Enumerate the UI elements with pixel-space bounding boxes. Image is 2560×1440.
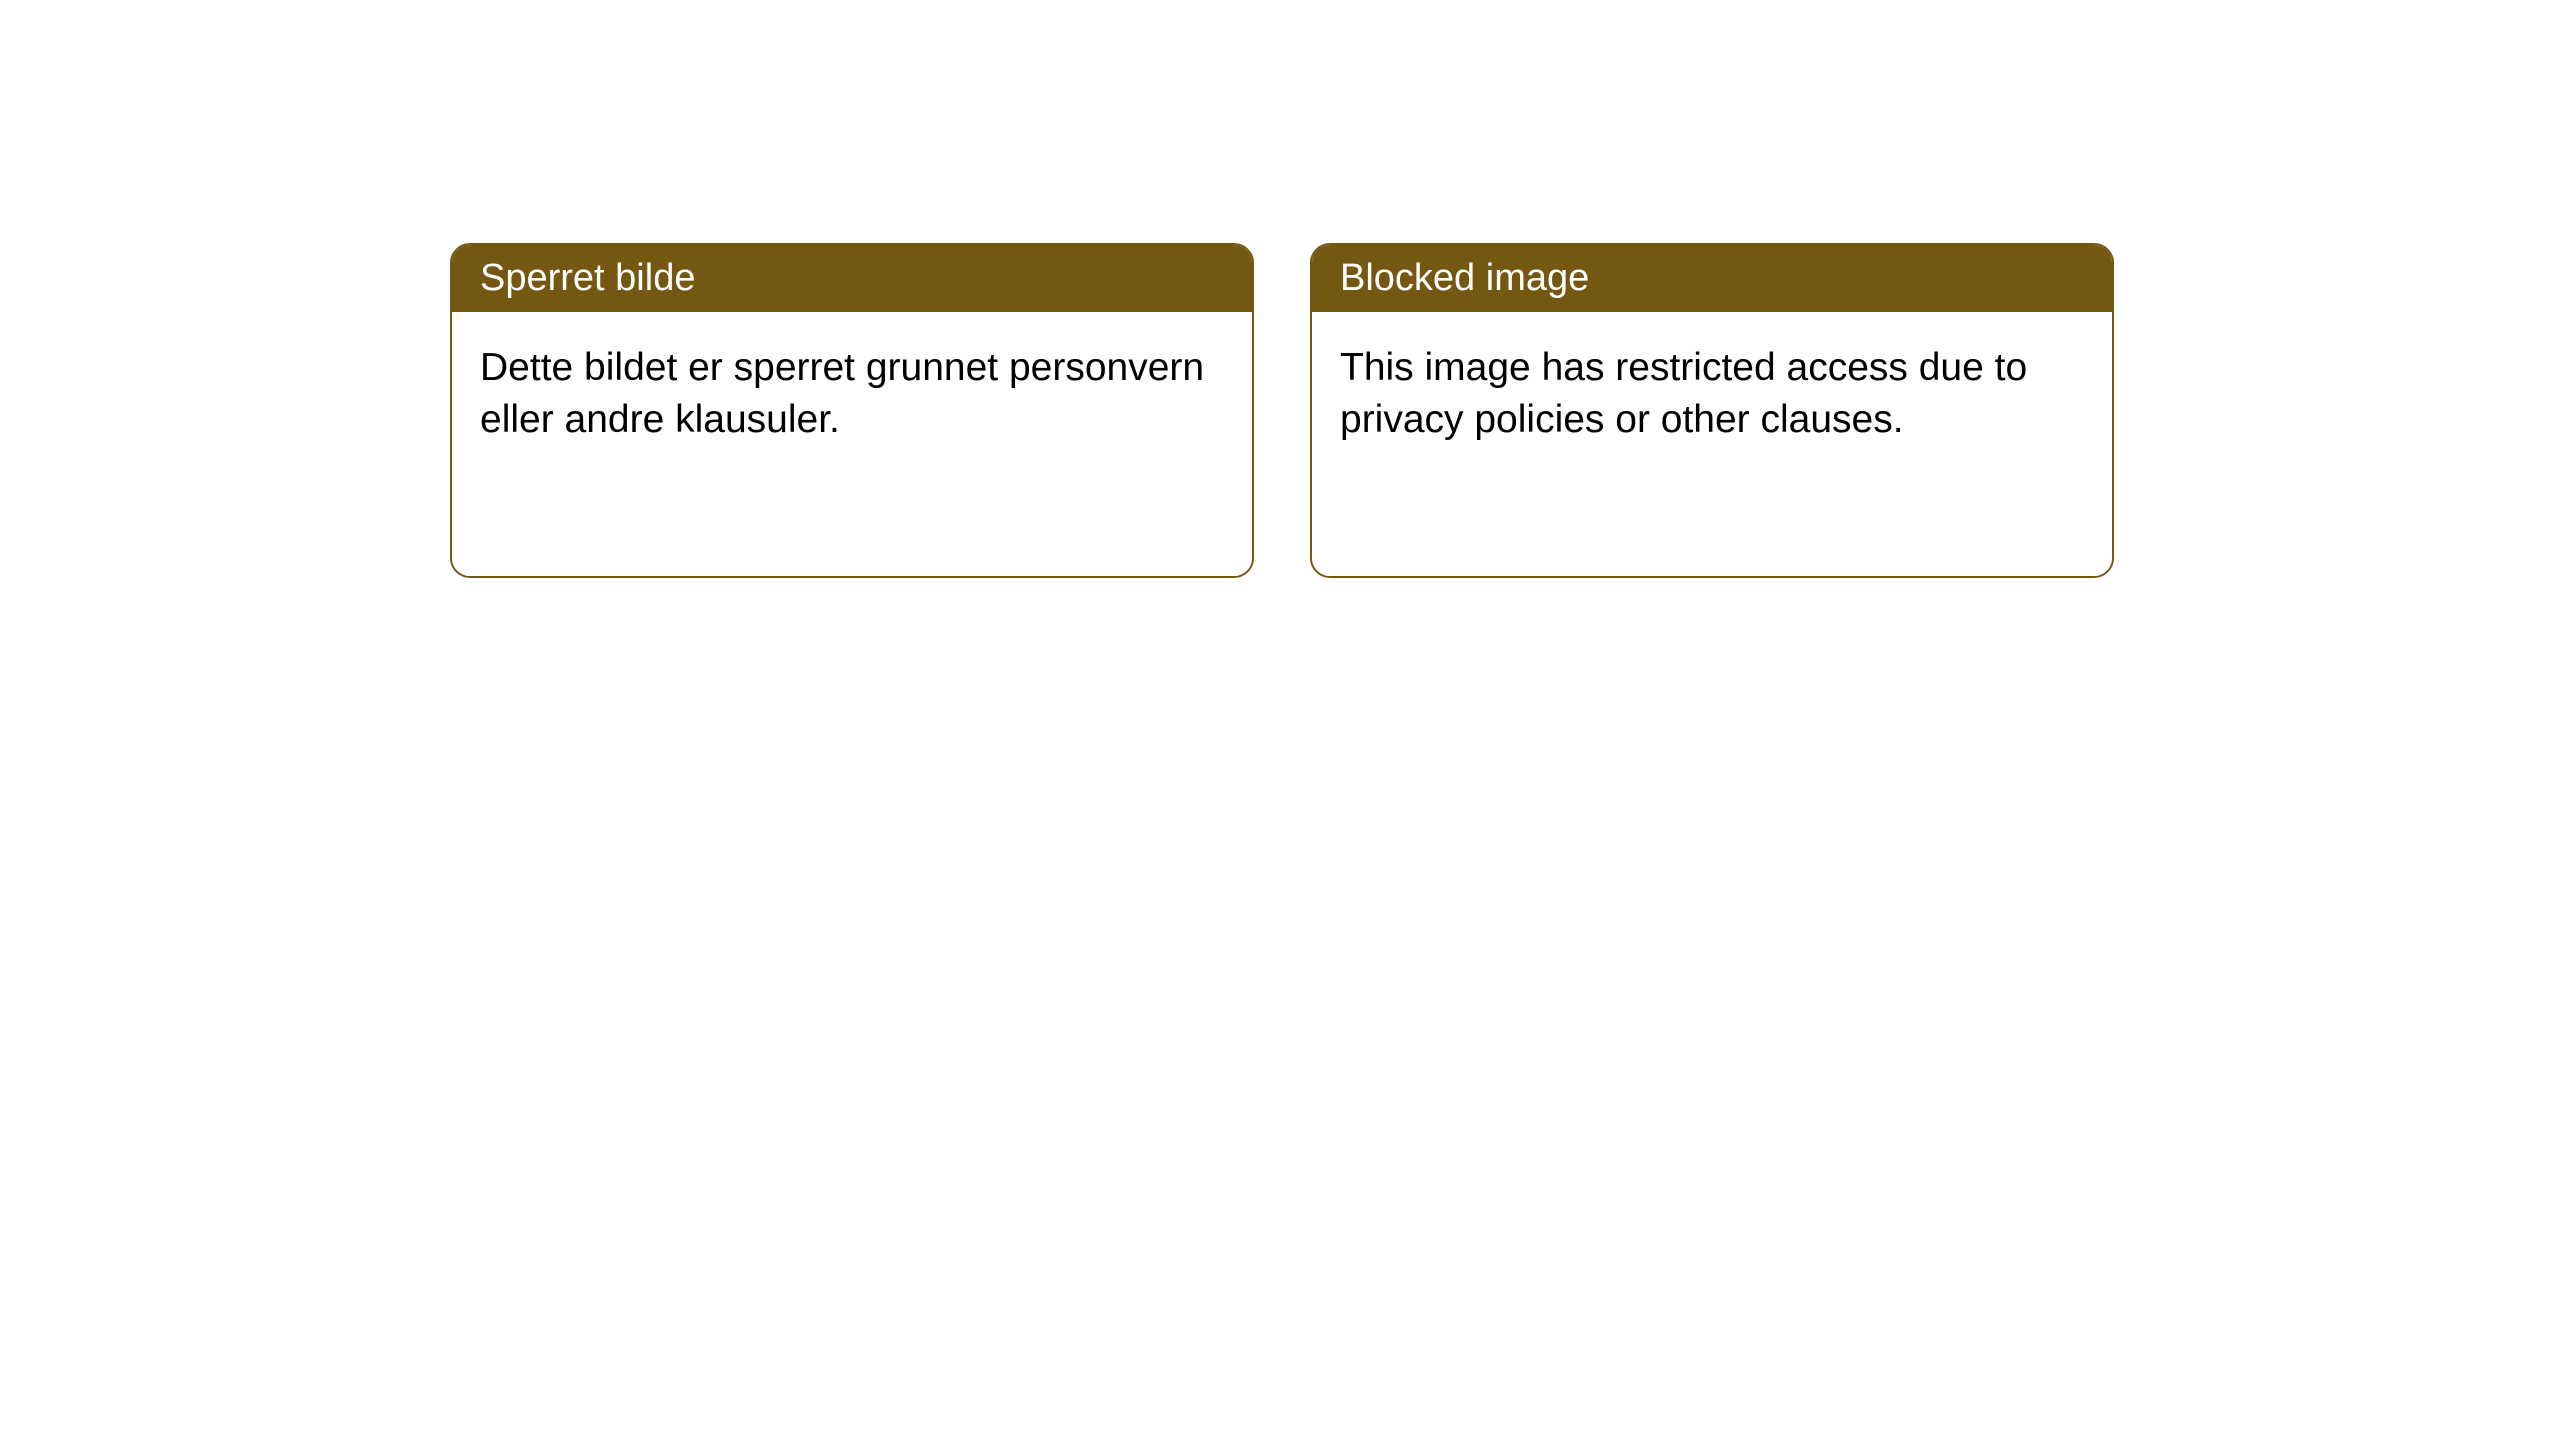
notice-title: Blocked image — [1340, 257, 1589, 299]
notice-body-text: This image has restricted access due to … — [1340, 346, 2027, 441]
notice-title: Sperret bilde — [480, 257, 695, 299]
notices-container: Sperret bilde Dette bildet er sperret gr… — [0, 0, 2560, 578]
notice-body: Dette bildet er sperret grunnet personve… — [452, 312, 1252, 578]
notice-body-text: Dette bildet er sperret grunnet personve… — [480, 346, 1204, 441]
notice-header: Sperret bilde — [452, 245, 1252, 312]
notice-body: This image has restricted access due to … — [1312, 312, 2112, 578]
notice-header: Blocked image — [1312, 245, 2112, 312]
notice-card-english: Blocked image This image has restricted … — [1310, 243, 2114, 578]
notice-card-norwegian: Sperret bilde Dette bildet er sperret gr… — [450, 243, 1254, 578]
